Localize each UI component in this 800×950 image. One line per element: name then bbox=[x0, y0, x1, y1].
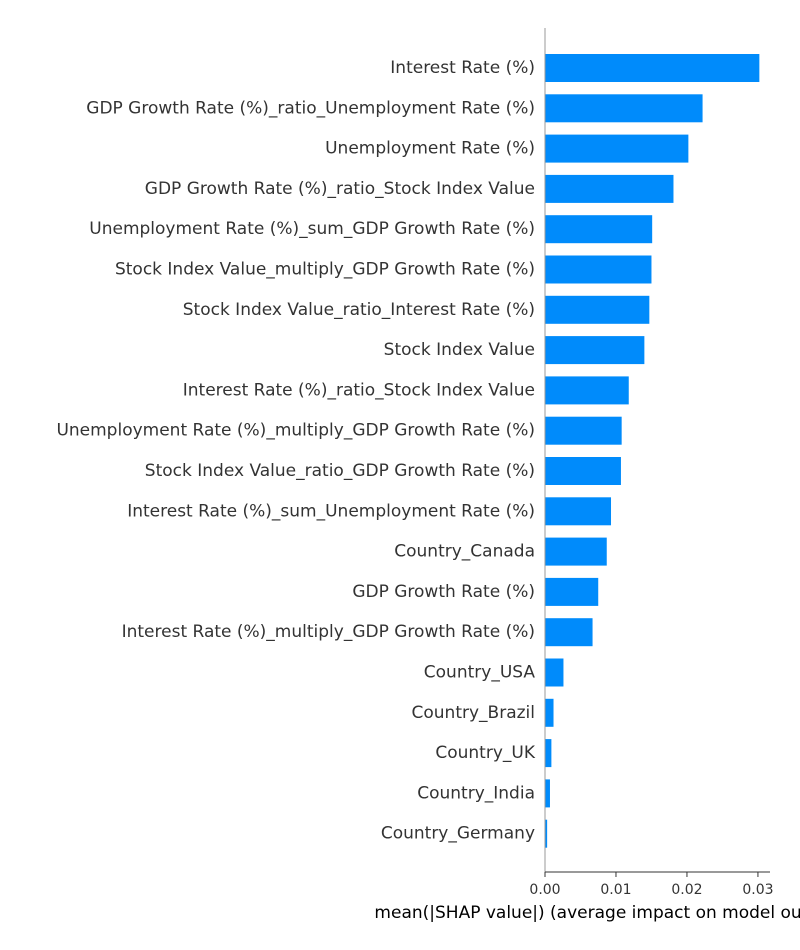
x-ticks-group: 0.00 0.01 0.02 0.03 bbox=[529, 872, 773, 898]
bar bbox=[545, 497, 611, 525]
bar bbox=[545, 336, 644, 364]
bar bbox=[545, 739, 551, 767]
bar bbox=[545, 659, 563, 687]
bar bbox=[545, 417, 622, 445]
feature-label: Country_USA bbox=[424, 663, 536, 683]
feature-label: Country_Brazil bbox=[412, 703, 535, 723]
bar bbox=[545, 376, 629, 404]
feature-label: Unemployment Rate (%)_multiply_GDP Growt… bbox=[56, 421, 535, 441]
x-axis-title: mean(|SHAP value|) (average impact on mo… bbox=[374, 903, 800, 923]
bar bbox=[545, 699, 554, 727]
bar bbox=[545, 256, 651, 284]
bar bbox=[545, 538, 607, 566]
feature-label: Interest Rate (%)_multiply_GDP Growth Ra… bbox=[122, 622, 535, 642]
feature-label: GDP Growth Rate (%)_ratio_Unemployment R… bbox=[86, 98, 535, 118]
feature-label: Interest Rate (%)_sum_Unemployment Rate … bbox=[127, 501, 535, 521]
bar bbox=[545, 578, 598, 606]
bar bbox=[545, 779, 550, 807]
bar bbox=[545, 175, 673, 203]
feature-label: Country_Canada bbox=[394, 542, 535, 562]
bar bbox=[545, 135, 688, 163]
feature-label: GDP Growth Rate (%)_ratio_Stock Index Va… bbox=[145, 179, 535, 199]
feature-label: Country_Germany bbox=[381, 824, 535, 844]
feature-labels-group: Interest Rate (%) GDP Growth Rate (%)_rat… bbox=[56, 58, 535, 844]
feature-label: Stock Index Value_ratio_GDP Growth Rate … bbox=[145, 461, 535, 481]
feature-label: GDP Growth Rate (%) bbox=[352, 582, 535, 602]
feature-label: Stock Index Value bbox=[384, 340, 535, 360]
bar bbox=[545, 94, 703, 122]
bar bbox=[545, 54, 759, 82]
x-tick-label: 0.02 bbox=[671, 882, 702, 898]
feature-label: Interest Rate (%)_ratio_Stock Index Valu… bbox=[183, 380, 535, 400]
bar bbox=[545, 215, 652, 243]
x-tick-label: 0.01 bbox=[600, 882, 631, 898]
feature-label: Unemployment Rate (%)_sum_GDP Growth Rat… bbox=[89, 219, 535, 239]
x-tick-label: 0.00 bbox=[529, 882, 560, 898]
feature-label: Interest Rate (%) bbox=[390, 58, 535, 78]
bar bbox=[545, 296, 649, 324]
feature-label: Unemployment Rate (%) bbox=[325, 139, 535, 159]
x-tick-label: 0.03 bbox=[742, 882, 773, 898]
bar bbox=[545, 618, 593, 646]
feature-label: Country_UK bbox=[435, 743, 535, 763]
bars-group bbox=[545, 54, 759, 848]
feature-label: Stock Index Value_ratio_Interest Rate (%… bbox=[183, 300, 535, 320]
feature-label: Stock Index Value_multiply_GDP Growth Ra… bbox=[115, 260, 535, 280]
feature-label: Country_India bbox=[417, 783, 535, 803]
bar bbox=[545, 457, 621, 485]
